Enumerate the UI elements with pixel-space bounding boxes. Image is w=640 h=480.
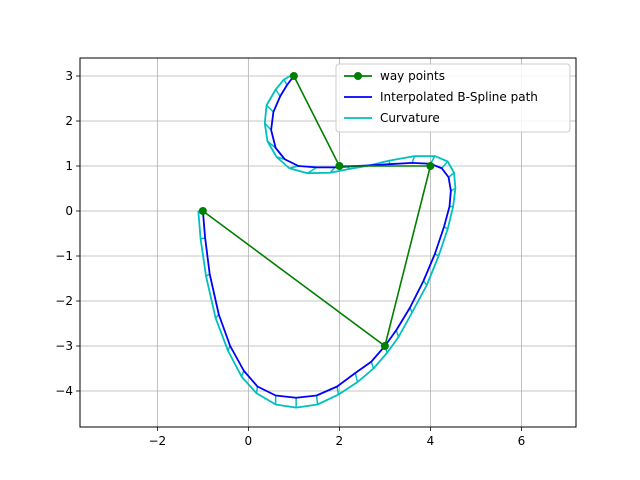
y-tick-label-5: 1 [65, 159, 73, 173]
legend-label-1: Interpolated B-Spline path [380, 90, 538, 104]
curvature-rib-11 [354, 372, 359, 383]
curvature-rib-12 [370, 361, 375, 369]
curvature-rib-22 [441, 161, 449, 169]
series-line-curvature [197, 74, 457, 409]
y-tick-label-6: 2 [65, 114, 73, 128]
legend-marker-0 [354, 72, 362, 80]
y-tick-label-2: −2 [55, 294, 73, 308]
y-tick-label-3: −1 [55, 249, 73, 263]
series-line-bspline-path [201, 75, 452, 399]
curvature-rib-24 [411, 155, 416, 164]
way-point-marker-1 [380, 342, 389, 350]
curvature-rib-10 [336, 386, 340, 395]
way-point-marker-3 [335, 162, 344, 170]
series-layer [197, 72, 457, 409]
plot-frame [79, 57, 577, 428]
y-tick-label-7: 3 [65, 69, 73, 83]
way-point-marker-2 [426, 162, 435, 170]
y-tick-label-1: −3 [55, 339, 73, 353]
legend-box [335, 63, 571, 133]
x-tick-label-3: 4 [427, 434, 435, 448]
axis-ticks: −2 0 2 4 6 −4 −3 −2 −1 0 1 2 3 [55, 69, 525, 448]
x-tick-label-1: 0 [245, 434, 253, 448]
curvature-rib-36 [283, 79, 288, 86]
curvature-rib-29 [307, 166, 318, 174]
curvature-rib-9 [315, 395, 319, 405]
curvature-rib-34 [266, 104, 274, 113]
legend-label-2: Curvature [380, 111, 440, 125]
legend: way points Interpolated B-Spline path Curv… [335, 63, 571, 133]
way-point-marker-4 [289, 72, 298, 80]
y-tick-label-4: 0 [65, 204, 73, 218]
x-tick-label-2: 2 [336, 434, 344, 448]
x-tick-label-0: −2 [149, 434, 167, 448]
y-tick-label-0: −4 [55, 384, 73, 398]
x-tick-label-4: 6 [518, 434, 526, 448]
curvature-rib-35 [275, 89, 281, 97]
curvature-rib-21 [448, 172, 455, 178]
way-point-marker-0 [198, 207, 207, 215]
legend-label-0: way points [380, 69, 445, 83]
